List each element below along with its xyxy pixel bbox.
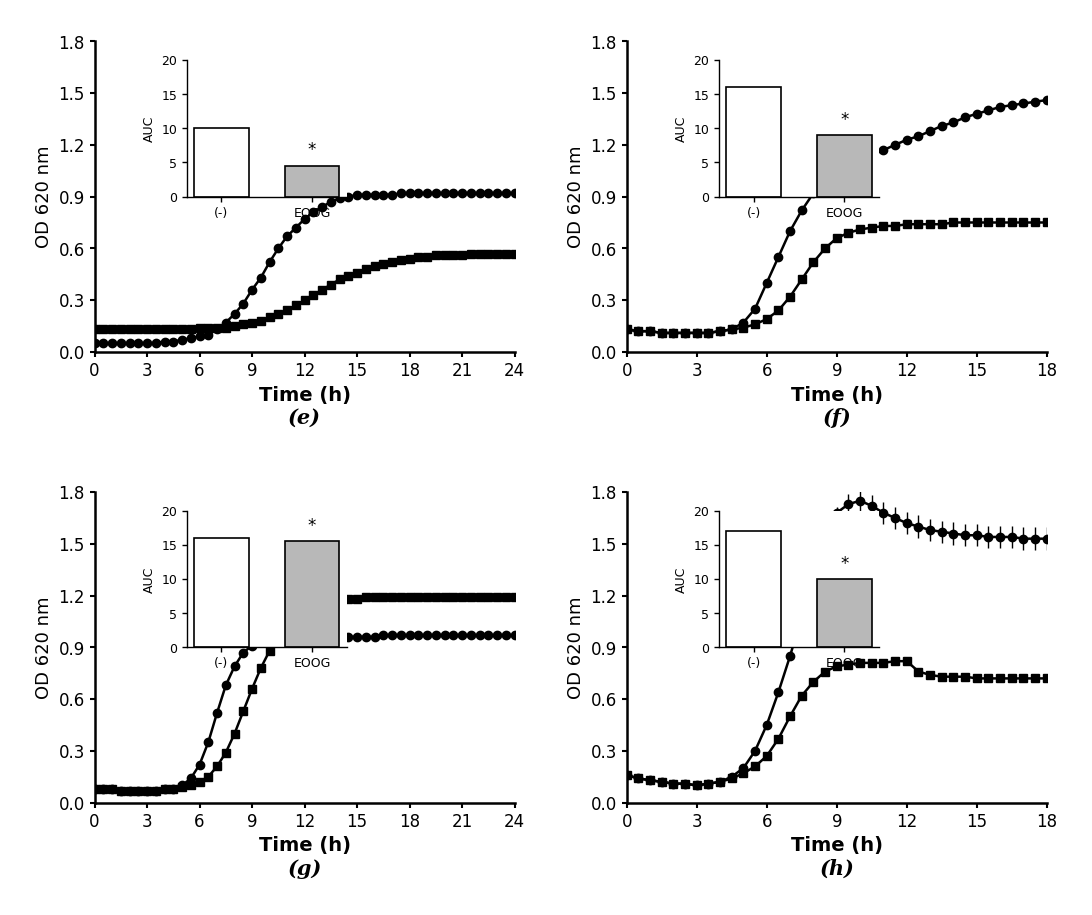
Y-axis label: OD 620 nm: OD 620 nm (35, 145, 52, 248)
X-axis label: Time (h): Time (h) (259, 836, 351, 855)
X-axis label: Time (h): Time (h) (259, 385, 351, 404)
Text: (e): (e) (288, 408, 321, 428)
Text: (h): (h) (819, 858, 854, 878)
X-axis label: Time (h): Time (h) (791, 836, 882, 855)
X-axis label: Time (h): Time (h) (791, 385, 882, 404)
Y-axis label: OD 620 nm: OD 620 nm (35, 597, 52, 699)
Text: (g): (g) (287, 858, 322, 878)
Text: (f): (f) (822, 408, 851, 428)
Y-axis label: OD 620 nm: OD 620 nm (567, 145, 585, 248)
Y-axis label: OD 620 nm: OD 620 nm (567, 597, 585, 699)
